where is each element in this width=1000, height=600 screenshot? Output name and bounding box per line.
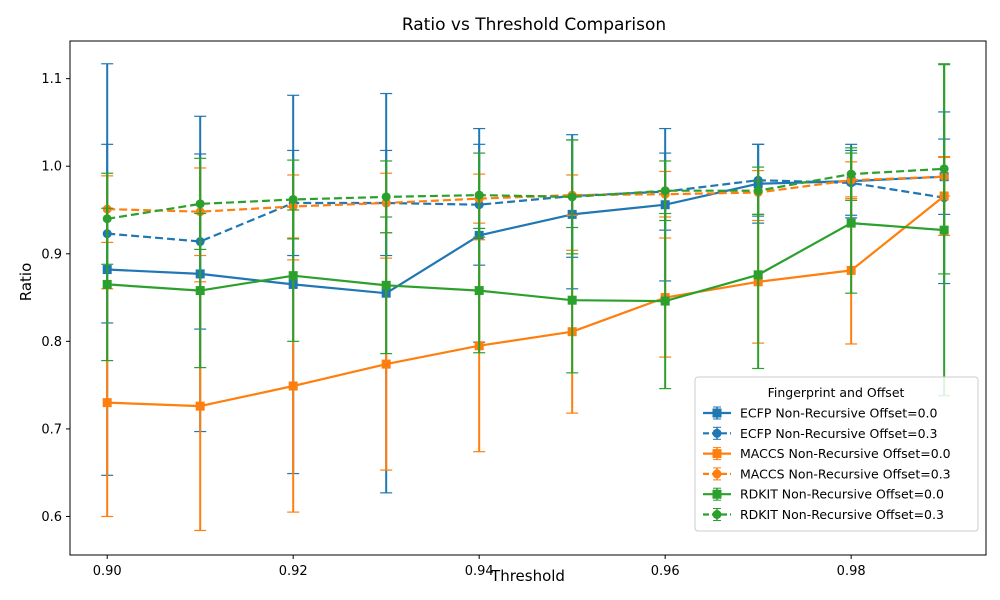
- x-tick-label: 0.94: [465, 564, 494, 579]
- y-tick-label: 0.7: [41, 422, 62, 437]
- legend-label: MACCS Non-Recursive Offset=0.3: [740, 466, 951, 481]
- x-tick-label: 0.96: [651, 564, 680, 579]
- legend-marker: [712, 408, 722, 418]
- series-line: [107, 195, 945, 408]
- data-point: [846, 169, 856, 179]
- data-point: [102, 214, 112, 224]
- series-line: [107, 179, 945, 243]
- y-tick-label: 0.6: [41, 510, 62, 525]
- x-tick-label: 0.98: [837, 564, 866, 579]
- series-5: [101, 63, 951, 275]
- legend-title: Fingerprint and Offset: [768, 385, 905, 400]
- data-point: [195, 199, 205, 209]
- series-line: [107, 175, 945, 213]
- legend-marker: [712, 510, 722, 519]
- data-point: [288, 271, 298, 281]
- y-tick-label: 1.0: [41, 160, 62, 175]
- data-point: [288, 194, 298, 204]
- y-tick-label: 1.1: [41, 72, 62, 87]
- legend-label: RDKIT Non-Recursive Offset=0.3: [740, 507, 944, 522]
- legend-marker: [712, 469, 722, 479]
- legend-item: RDKIT Non-Recursive Offset=0.0: [703, 487, 944, 502]
- plot-frame: [69, 40, 987, 556]
- data-point: [381, 192, 391, 202]
- data-point: [753, 186, 763, 196]
- data-point: [846, 218, 856, 228]
- data-point: [753, 270, 763, 280]
- data-point: [195, 401, 205, 411]
- data-point: [474, 286, 484, 296]
- legend-label: MACCS Non-Recursive Offset=0.0: [740, 446, 951, 461]
- x-tick-label: 0.90: [93, 564, 122, 579]
- y-tick-label: 0.8: [41, 335, 62, 350]
- data-point: [288, 381, 298, 391]
- data-point: [381, 359, 391, 369]
- data-point: [567, 192, 577, 202]
- series-line: [107, 222, 945, 303]
- legend-marker: [712, 489, 722, 499]
- x-axis-label: Threshold: [490, 567, 565, 585]
- data-point: [660, 296, 670, 306]
- series-layer: [101, 63, 951, 532]
- y-axis-label: Ratio: [17, 263, 35, 302]
- legend-marker: [712, 428, 722, 438]
- legend-label: ECFP Non-Recursive Offset=0.0: [740, 406, 938, 421]
- legend-frame: [694, 376, 979, 532]
- legend-item: RDKIT Non-Recursive Offset=0.3: [703, 507, 944, 522]
- y-tick-label: 0.9: [41, 247, 62, 262]
- data-point: [474, 190, 484, 200]
- x-tick-label: 0.92: [279, 564, 308, 579]
- legend-item: ECFP Non-Recursive Offset=0.3: [703, 426, 937, 441]
- series-line: [107, 167, 945, 220]
- data-point: [567, 295, 577, 305]
- data-point: [102, 279, 112, 289]
- x-axis: 0.90 0.92 0.94 0.96 0.98: [93, 555, 866, 579]
- legend-label: RDKIT Non-Recursive Offset=0.0: [740, 487, 944, 502]
- data-point: [102, 398, 112, 408]
- legend-item: MACCS Non-Recursive Offset=0.3: [703, 466, 951, 481]
- y-axis: 0.6 0.7 0.8 0.9 1.0 1.1: [41, 72, 70, 525]
- legend-items: ECFP Non-Recursive Offset=0.0 ECFP Non-Re…: [703, 406, 951, 522]
- legend: Fingerprint and Offset ECFP Non-Recursiv…: [694, 376, 979, 532]
- legend-item: ECFP Non-Recursive Offset=0.0: [703, 406, 938, 421]
- legend-marker: [712, 449, 722, 459]
- data-point: [195, 286, 205, 296]
- data-point: [939, 164, 949, 174]
- legend-item: MACCS Non-Recursive Offset=0.0: [703, 446, 951, 461]
- legend-label: ECFP Non-Recursive Offset=0.3: [740, 426, 937, 441]
- chart-title: Ratio vs Threshold Comparison: [402, 15, 666, 35]
- data-point: [381, 280, 391, 290]
- data-point: [660, 186, 670, 196]
